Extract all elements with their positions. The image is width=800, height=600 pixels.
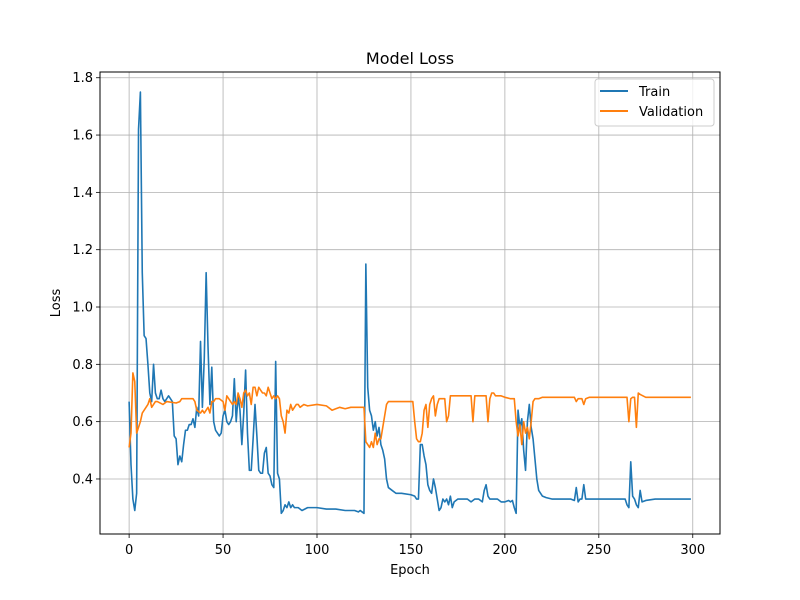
legend-label-train: Train [638,85,670,100]
series-lines [128,91,691,515]
series-line-validation [128,372,691,449]
x-tick-label: 250 [586,543,611,558]
grid [100,72,720,534]
y-tick-label: 1.2 [72,243,93,258]
legend-label-validation: Validation [639,105,703,120]
x-tick-label: 50 [215,543,232,558]
y-tick-label: 1.4 [72,186,93,201]
x-tick-label: 0 [125,543,133,558]
x-tick-label: 200 [492,543,517,558]
y-tick-label: 0.6 [72,415,93,430]
x-axis-label: Epoch [390,563,430,578]
y-tick-label: 0.4 [72,472,93,487]
y-axis-label: Loss [49,289,64,318]
y-tick-label: 1.0 [72,301,93,316]
x-tick-label: 150 [399,543,424,558]
y-tick-label: 1.8 [72,71,93,86]
x-tick-label: 300 [680,543,705,558]
plot-frame [99,71,721,535]
legend: Train Validation [594,78,715,127]
y-tick-label: 1.6 [72,129,93,144]
x-tick-label: 100 [305,543,330,558]
y-tick-label: 0.8 [72,358,93,373]
chart-title: Model Loss [366,49,454,68]
series-line-train [128,91,691,515]
axis-ticks: 0 50 100 150 200 250 300 0.4 0.6 0.8 1.0 1.2 1.4 1.6 1… [72,71,705,558]
